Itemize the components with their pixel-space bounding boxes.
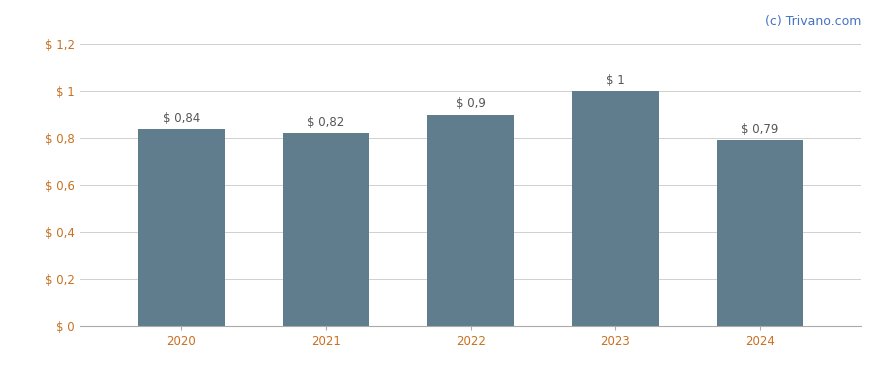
Text: $ 0,84: $ 0,84	[163, 111, 200, 125]
Text: (c) Trivano.com: (c) Trivano.com	[765, 14, 861, 27]
Text: $ 1: $ 1	[606, 74, 625, 87]
Bar	[282, 134, 369, 326]
Bar	[138, 129, 225, 326]
Bar	[427, 115, 514, 326]
Text: $ 0,82: $ 0,82	[307, 116, 345, 129]
Bar	[717, 141, 804, 326]
Text: $ 0,9: $ 0,9	[456, 97, 486, 111]
Text: $ 0,79: $ 0,79	[741, 123, 779, 136]
Bar	[572, 91, 659, 326]
